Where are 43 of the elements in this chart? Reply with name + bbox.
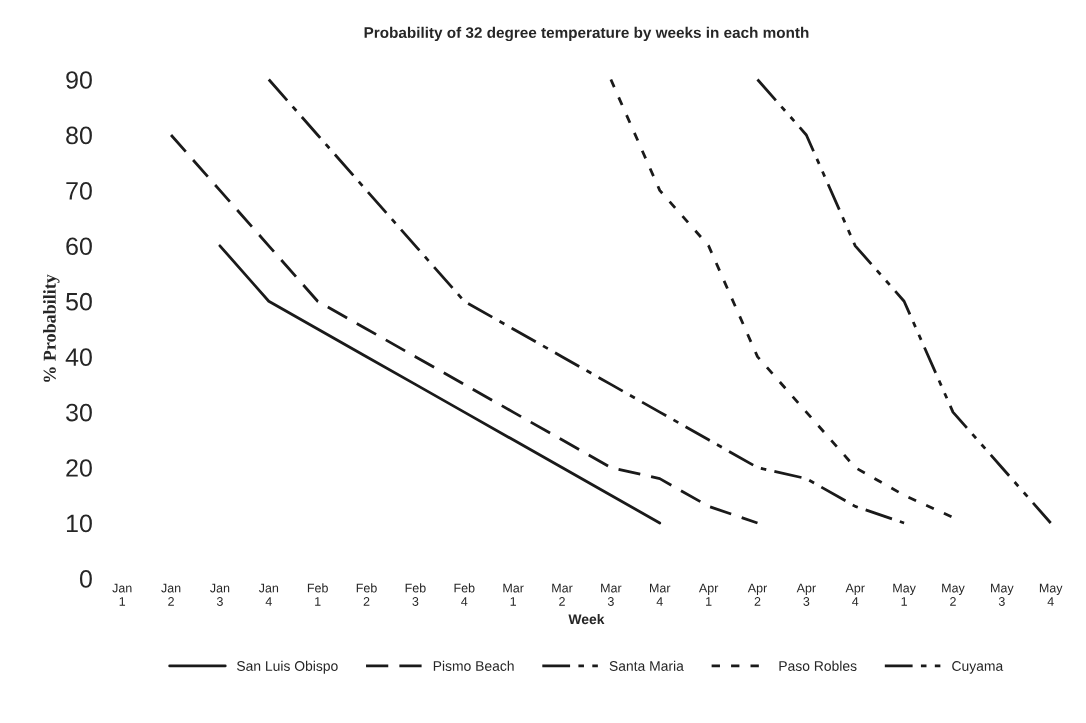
x-tick-label: Jan 4 [258,583,279,606]
y-axis-title: % Probability [43,274,60,382]
x-tick-label: Jan 1 [112,583,132,606]
x-tick-label: Apr 2 [747,583,767,606]
y-tick-label: 40 [65,348,92,366]
x-tick-label: Feb 2 [356,583,377,606]
line-series [218,244,662,525]
x-tick-label: May 2 [942,583,965,606]
chart-title: Probability of 32 degree temperature by weeks in each month [364,26,809,42]
x-tick-label: Apr 3 [796,583,816,606]
y-tick-label: 20 [66,459,92,477]
y-tick-label: 60 [66,237,92,256]
x-tick-label: Feb 4 [454,583,475,606]
y-tick-label: 90 [66,71,92,89]
x-tick-label: Feb 1 [307,583,328,606]
x-tick-label: Jan 3 [210,583,230,606]
y-tick-label: 10 [66,514,92,533]
y-tick-label: 50 [66,292,92,311]
line-series [267,78,906,525]
x-axis-title: Week [568,613,605,625]
x-tick-label: Apr 1 [698,583,719,606]
legend-label: Cuyama [952,661,1004,674]
x-tick-label: Mar 1 [503,583,524,606]
legend-label: Santa Maria [609,660,684,671]
legend-label: Paso Robles [779,660,857,671]
y-tick-label: 30 [66,403,92,422]
x-tick-label: Mar 3 [601,583,622,606]
legend-label: San Luis Obispo [236,660,338,674]
y-tick-label: 0 [79,570,92,588]
y-tick-label: 70 [66,181,92,200]
x-tick-label: Feb 3 [405,583,426,606]
line-series [169,133,759,525]
x-tick-label: May 3 [991,583,1014,606]
legend-label: Pismo Beach [433,660,514,671]
x-tick-label: Mar 2 [552,583,573,606]
line-series [756,78,1053,525]
line-series [609,78,955,519]
x-tick-label: May 4 [1039,583,1063,606]
x-tick-label: Mar 4 [650,583,671,606]
x-tick-label: Apr 4 [845,583,865,606]
x-tick-label: May 1 [893,583,916,606]
y-tick-label: 80 [66,126,92,145]
x-tick-label: Jan 2 [161,583,181,606]
